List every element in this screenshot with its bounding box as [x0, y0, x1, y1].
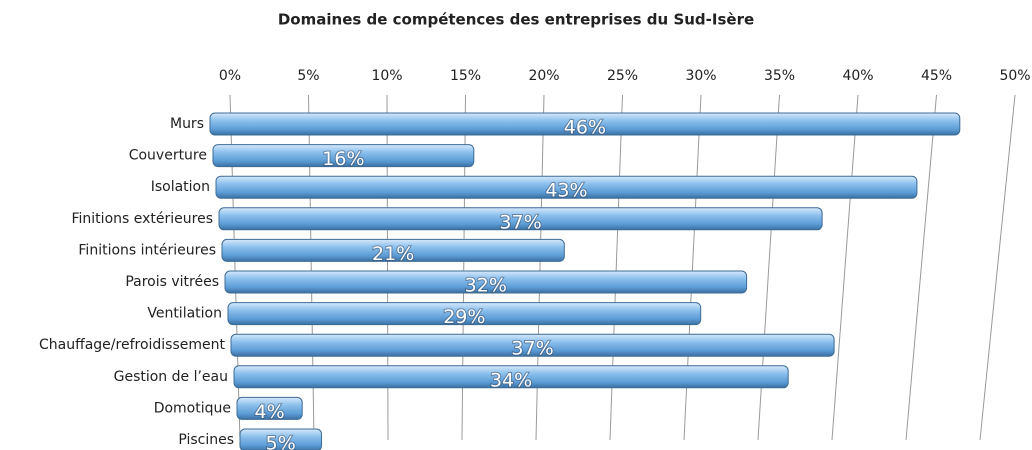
y-tick-label: Chauffage/refroidissement — [39, 337, 226, 353]
x-tick-label: 15% — [450, 68, 481, 84]
value-label: 37% — [499, 211, 541, 233]
y-tick-label: Isolation — [151, 179, 210, 195]
x-tick-label: 45% — [921, 68, 952, 84]
grid-line — [831, 94, 859, 441]
x-tick-label: 20% — [528, 68, 559, 84]
value-label: 29% — [443, 306, 485, 328]
bar — [230, 333, 835, 357]
value-label: 34% — [490, 369, 532, 391]
x-tick-label: 0% — [219, 68, 241, 84]
y-tick-label: Ventilation — [147, 306, 222, 322]
grid-line — [905, 94, 937, 441]
y-tick-label: Domotique — [154, 400, 231, 416]
bar — [215, 175, 918, 199]
value-label: 43% — [545, 180, 587, 202]
y-tick-label: Couverture — [129, 148, 207, 164]
y-tick-label: Murs — [170, 116, 204, 132]
x-tick-label: 50% — [999, 68, 1030, 84]
bar — [221, 238, 565, 262]
x-tick-label: 10% — [371, 68, 402, 84]
y-tick-label: Parois vitrées — [125, 274, 219, 290]
x-tick-label: 25% — [607, 68, 638, 84]
bar — [236, 396, 303, 420]
x-tick-label: 30% — [685, 68, 716, 84]
x-tick-label: 5% — [297, 68, 319, 84]
x-tick-label: 35% — [764, 68, 795, 84]
y-tick-label: Finitions extérieures — [72, 211, 214, 227]
value-label: 37% — [511, 338, 553, 360]
x-tick-label: 40% — [842, 68, 873, 84]
value-label: 46% — [564, 117, 606, 139]
bar — [239, 428, 322, 450]
y-tick-label: Piscines — [178, 432, 234, 448]
value-label: 5% — [266, 433, 296, 450]
bar — [224, 270, 748, 294]
y-tick-label: Finitions intérieures — [78, 242, 216, 258]
bar — [212, 144, 475, 168]
bar — [233, 365, 789, 389]
value-label: 16% — [322, 148, 364, 170]
value-label: 32% — [465, 275, 507, 297]
chart-title: Domaines de compétences des entreprises … — [278, 11, 754, 29]
value-label: 4% — [255, 401, 285, 423]
y-tick-label: Gestion de l’eau — [114, 369, 228, 385]
bar — [209, 112, 961, 136]
bar — [227, 302, 702, 326]
bar — [218, 207, 823, 231]
grid-line — [979, 94, 1016, 441]
value-label: 21% — [372, 243, 414, 265]
